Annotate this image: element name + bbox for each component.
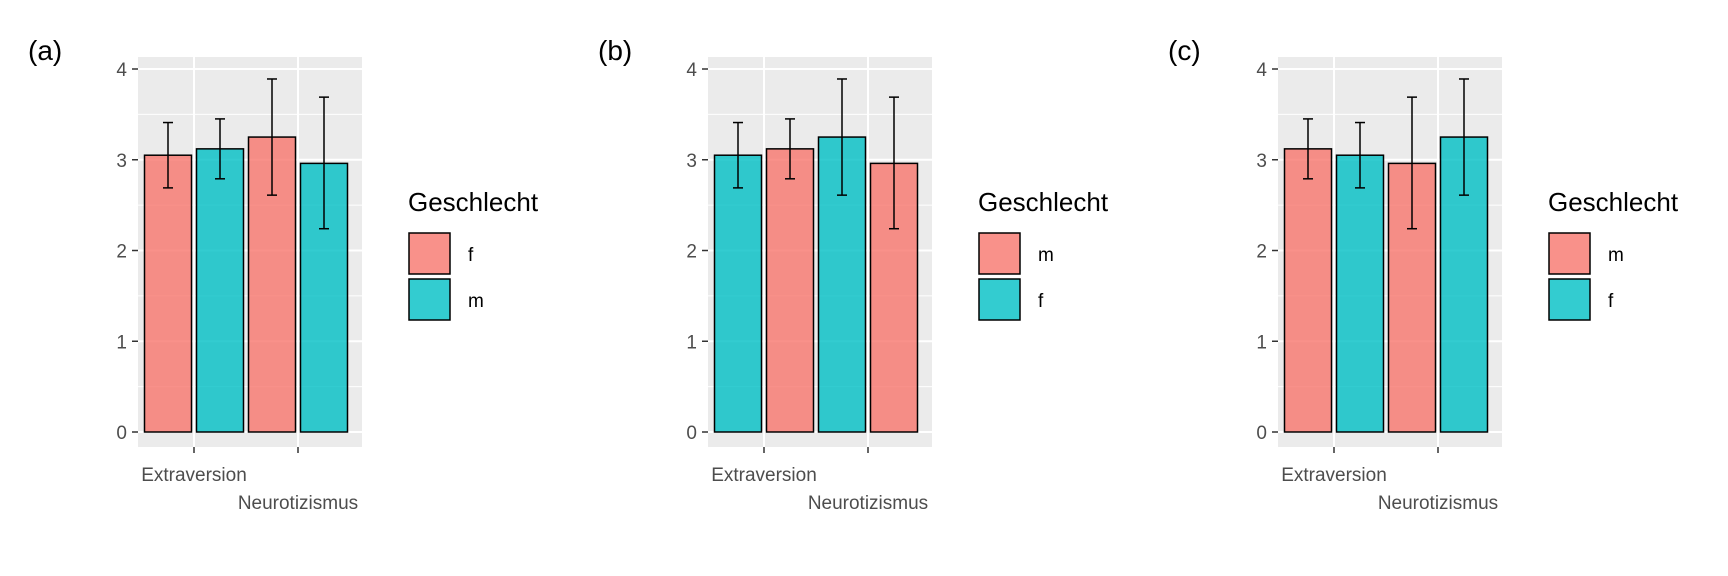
- y-tick-label: 3: [1256, 151, 1267, 172]
- legend-key-m: [408, 278, 451, 321]
- bar-extraversion-f: [143, 154, 193, 433]
- error-bar-extraversion-m: [1303, 118, 1313, 180]
- bar-extraversion-m: [1283, 148, 1333, 433]
- y-tick-label: 4: [686, 60, 697, 81]
- y-tick-label: 2: [686, 242, 697, 263]
- chart-panel-3: (c) 0 1 2 3 4 Extraversion Neurotizismus Geschle…: [1168, 35, 1679, 514]
- legend-title: Geschlecht: [1548, 187, 1679, 217]
- bar-extraversion-m: [195, 148, 245, 433]
- x-tick-label-extraversion: Extraversion: [1281, 465, 1387, 486]
- y-tick-label: 0: [686, 423, 697, 444]
- x-tick-label-neurotizismus: Neurotizismus: [808, 493, 928, 514]
- panel-label: (c): [1168, 35, 1201, 66]
- legend-key-f: [408, 232, 451, 275]
- error-bar-extraversion-f: [733, 121, 743, 189]
- panel-label: (b): [598, 35, 632, 66]
- error-bar-extraversion-f: [163, 121, 173, 189]
- y-tick-label: 2: [116, 242, 127, 263]
- error-bar-extraversion-m: [215, 118, 225, 180]
- legend-title: Geschlecht: [408, 187, 539, 217]
- legend-label-f: f: [468, 245, 474, 266]
- x-tick-label-extraversion: Extraversion: [141, 465, 247, 486]
- error-bar-extraversion-f: [1355, 121, 1365, 189]
- bar-extraversion-f: [713, 154, 763, 433]
- legend: Geschlecht m f: [1548, 187, 1679, 321]
- error-bar-neurotizismus-f: [1459, 78, 1469, 196]
- error-bar-neurotizismus-m: [319, 96, 329, 230]
- legend-label-m: m: [468, 291, 484, 312]
- legend-key-f: [1548, 278, 1591, 321]
- y-tick-label: 1: [686, 332, 697, 353]
- legend-key-m: [978, 232, 1021, 275]
- x-tick-label-neurotizismus: Neurotizismus: [1378, 493, 1498, 514]
- legend: Geschlecht f m: [408, 187, 539, 321]
- legend-key-f: [978, 278, 1021, 321]
- legend-title: Geschlecht: [978, 187, 1109, 217]
- error-bar-neurotizismus-f: [837, 78, 847, 196]
- bar-extraversion-f: [1335, 154, 1385, 433]
- chart-panel-2: (b) 0 1 2 3 4 Extraversion Neurotizismus Geschle…: [598, 35, 1109, 514]
- y-tick-label: 3: [686, 151, 697, 172]
- legend-label-m: m: [1038, 245, 1054, 266]
- legend: Geschlecht m f: [978, 187, 1109, 321]
- y-tick-label: 0: [116, 423, 127, 444]
- legend-label-f: f: [1608, 291, 1614, 312]
- legend-key-m: [1548, 232, 1591, 275]
- legend-label-m: m: [1608, 245, 1624, 266]
- y-tick-label: 2: [1256, 242, 1267, 263]
- chart-panel-1: (a) 0 1 2 3 4 Extraversion Neurotizismus Geschle…: [28, 35, 539, 514]
- error-bar-neurotizismus-m: [889, 96, 899, 230]
- x-tick-label-neurotizismus: Neurotizismus: [238, 493, 358, 514]
- x-tick-label-extraversion: Extraversion: [711, 465, 817, 486]
- y-tick-label: 3: [116, 151, 127, 172]
- y-tick-label: 1: [116, 332, 127, 353]
- panel-label: (a): [28, 35, 62, 66]
- error-bar-neurotizismus-f: [267, 78, 277, 196]
- y-tick-label: 1: [1256, 332, 1267, 353]
- y-tick-label: 4: [116, 60, 127, 81]
- error-bar-neurotizismus-m: [1407, 96, 1417, 230]
- error-bar-extraversion-m: [785, 118, 795, 180]
- bar-extraversion-m: [765, 148, 815, 433]
- y-tick-label: 0: [1256, 423, 1267, 444]
- legend-label-f: f: [1038, 291, 1044, 312]
- y-tick-label: 4: [1256, 60, 1267, 81]
